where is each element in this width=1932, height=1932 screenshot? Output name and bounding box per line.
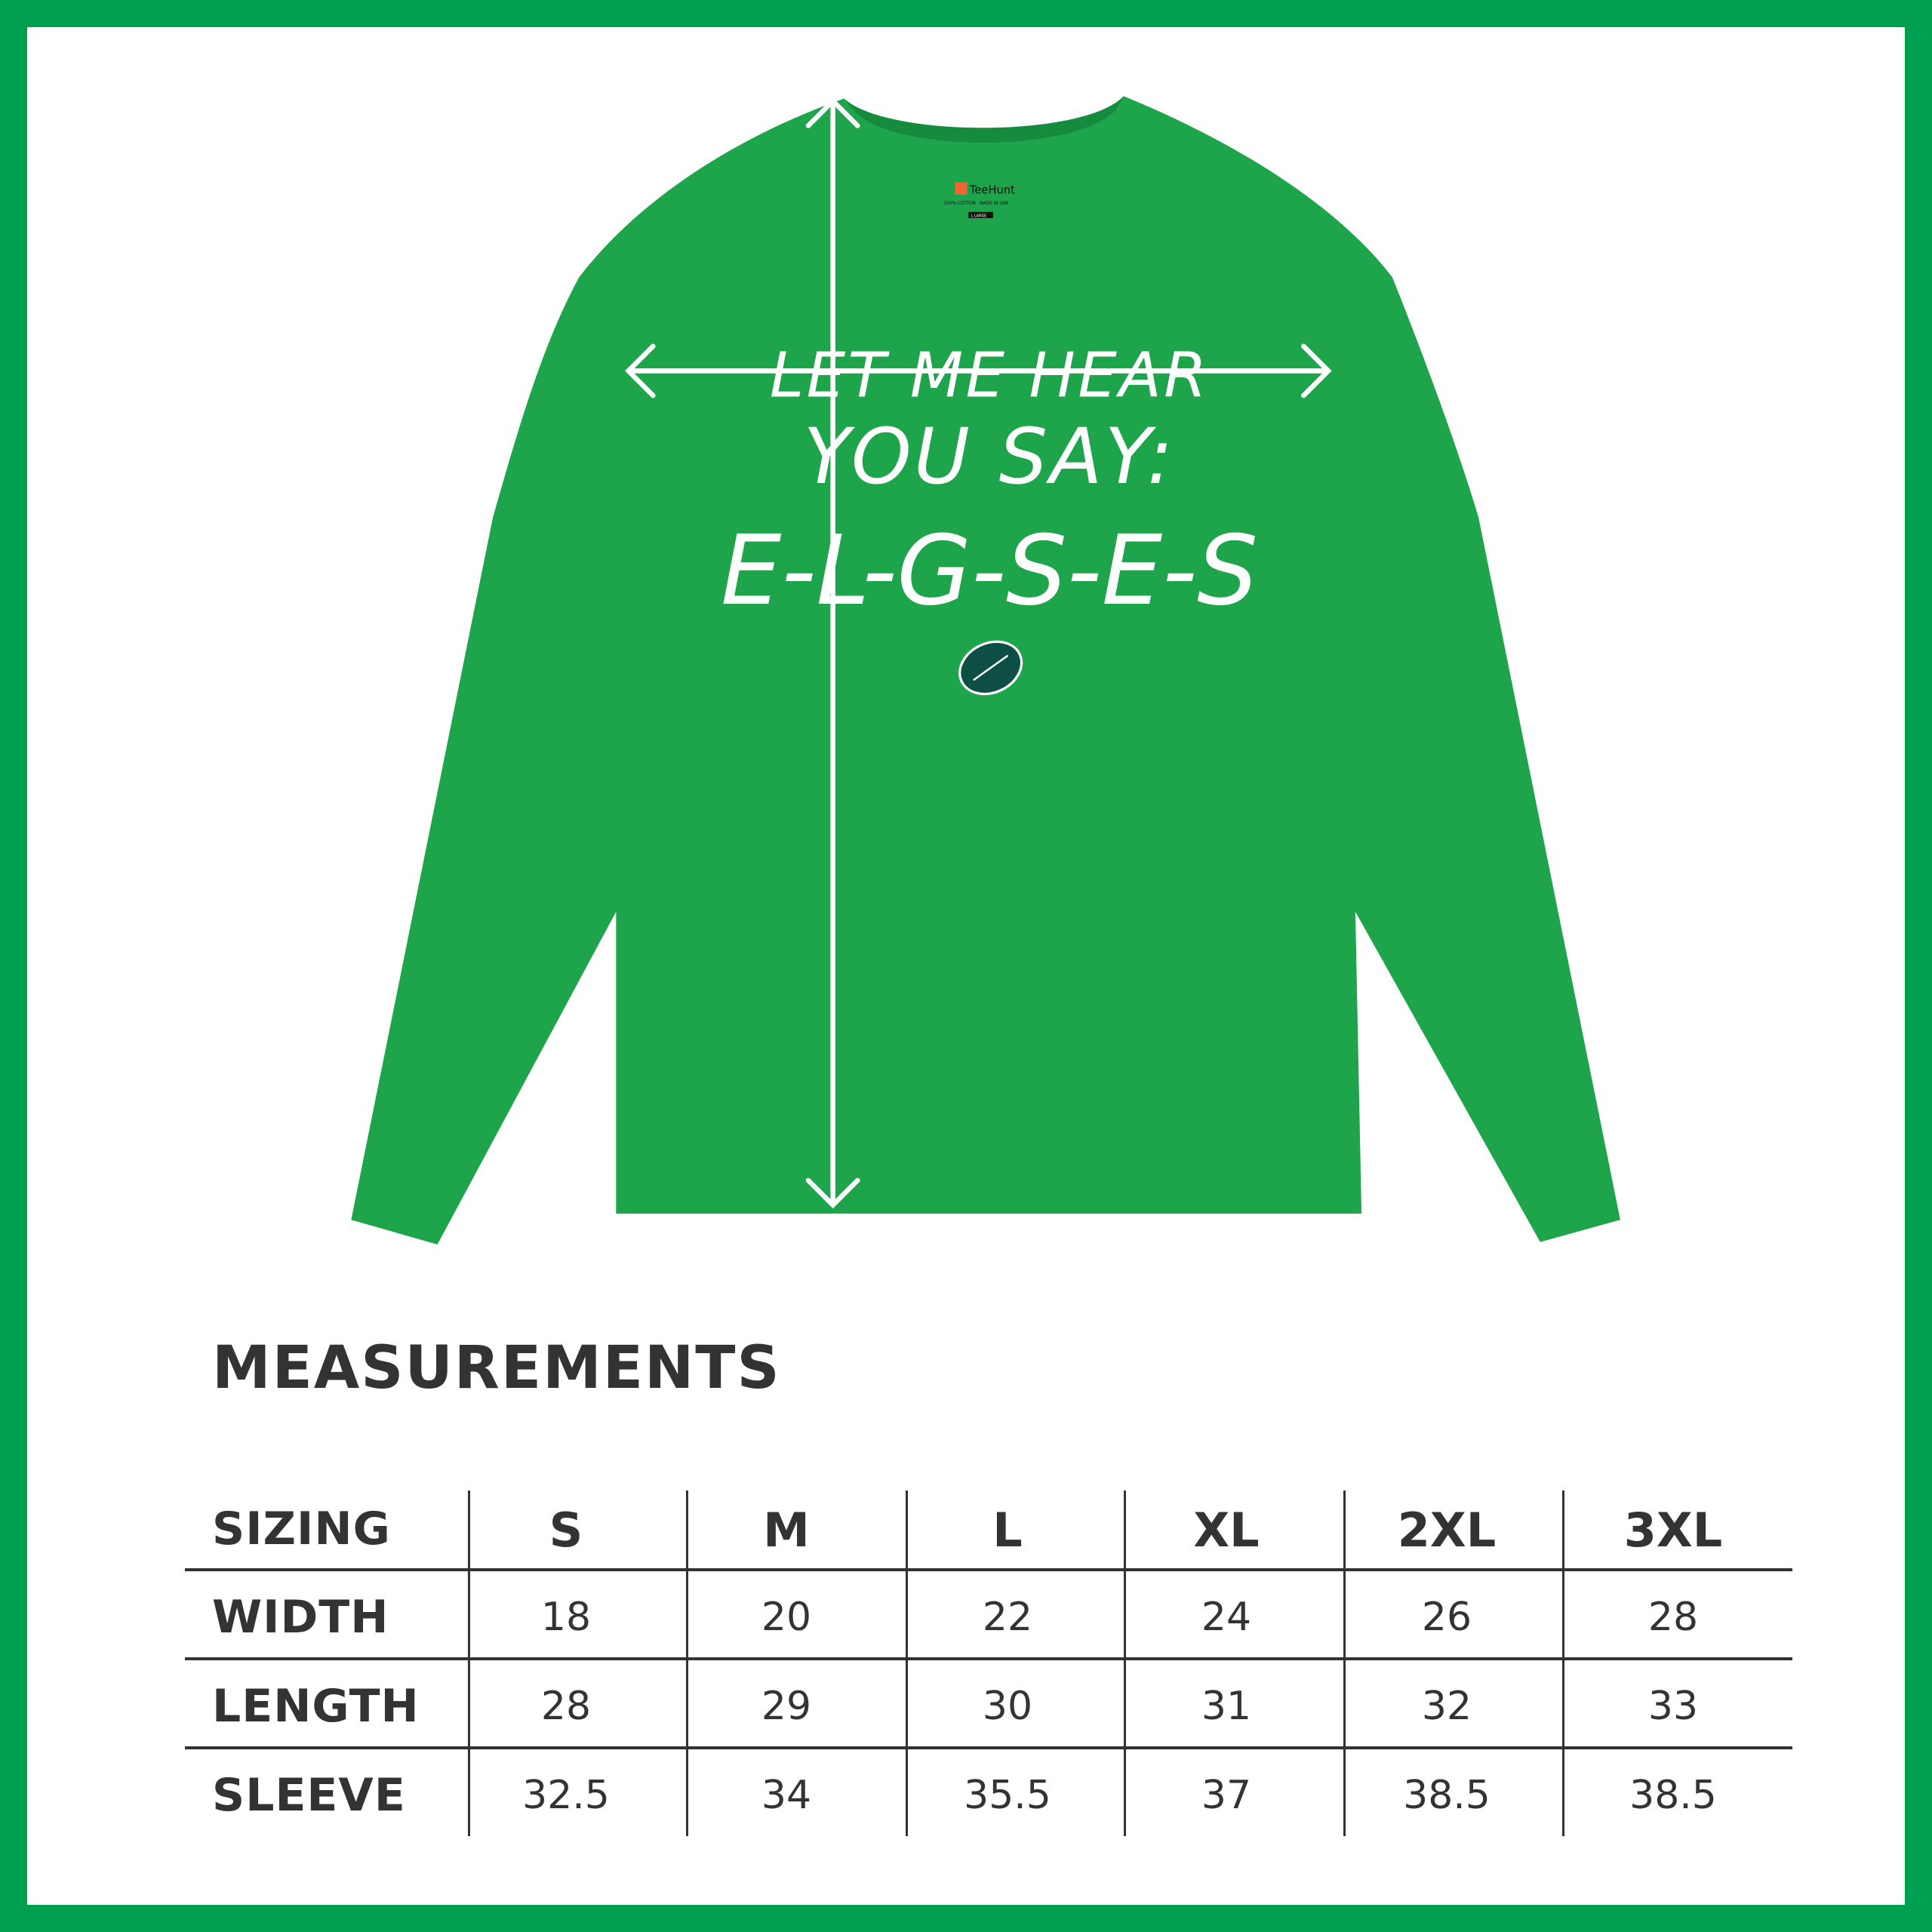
table-cell: 24 <box>1201 1595 1252 1640</box>
table-cell: 29 <box>761 1684 812 1729</box>
tag-brand: TeeHunt <box>969 183 1015 196</box>
row-label-length: LENGTH <box>212 1680 420 1733</box>
table-cell: 22 <box>982 1595 1033 1640</box>
row-divider <box>185 1657 1792 1660</box>
size-header-2xl: 2XL <box>1397 1503 1497 1558</box>
size-chart-table: SIZING WIDTH LENGTH SLEEVE S M L XL 2XL 3XL 18… <box>185 1491 1792 1836</box>
print-line2: YOU SAY: <box>804 412 1176 501</box>
table-cell: 34 <box>761 1773 812 1818</box>
shirt-collar <box>844 96 1124 143</box>
shirt-tag: TeeHunt 100% COTTON MADE IN USA L LARGE <box>944 182 1015 218</box>
table-cell: 32.5 <box>522 1773 610 1818</box>
tag-line2: MADE IN USA <box>980 202 1008 206</box>
table-cell: 35.5 <box>964 1773 1051 1818</box>
size-header-l: L <box>992 1503 1023 1558</box>
header-label: SIZING <box>212 1503 391 1555</box>
col-divider <box>906 1491 908 1836</box>
table-cell: 32 <box>1421 1684 1472 1729</box>
tag-size: L LARGE <box>971 214 987 218</box>
size-header-m: M <box>763 1503 810 1558</box>
col-divider <box>468 1491 470 1836</box>
table-cell: 38.5 <box>1403 1773 1491 1818</box>
size-header-3xl: 3XL <box>1623 1503 1723 1558</box>
shirt-print: LET ME HEAR YOU SAY: E-L-G-S-E-S <box>721 340 1258 627</box>
table-cell: 28 <box>540 1684 592 1729</box>
table-cell: 33 <box>1647 1684 1699 1729</box>
measurement-arrows <box>625 97 1332 1209</box>
row-divider <box>185 1746 1792 1749</box>
row-label-sleeve: SLEEVE <box>212 1769 406 1822</box>
size-header-s: S <box>549 1503 583 1558</box>
row-divider <box>185 1568 1792 1571</box>
table-cell: 26 <box>1421 1595 1472 1640</box>
col-divider <box>1124 1491 1126 1836</box>
table-cell: 31 <box>1201 1684 1252 1729</box>
table-cell: 37 <box>1201 1773 1252 1818</box>
table-cell: 20 <box>761 1595 812 1640</box>
col-divider <box>686 1491 688 1836</box>
table-cell: 18 <box>540 1595 592 1640</box>
football-icon <box>958 640 1023 696</box>
row-label-width: WIDTH <box>212 1591 389 1644</box>
measurements-title: MEASUREMENTS <box>212 1334 781 1402</box>
print-line3: E-L-G-S-E-S <box>721 515 1258 627</box>
tag-line1: 100% COTTON <box>944 202 976 206</box>
col-divider <box>1562 1491 1564 1836</box>
table-cell: 30 <box>982 1684 1033 1729</box>
table-cell: 28 <box>1647 1595 1699 1640</box>
table-cell: 38.5 <box>1629 1773 1717 1818</box>
col-divider <box>1343 1491 1346 1836</box>
print-line1: LET ME HEAR <box>770 340 1209 412</box>
size-header-xl: XL <box>1193 1503 1260 1558</box>
